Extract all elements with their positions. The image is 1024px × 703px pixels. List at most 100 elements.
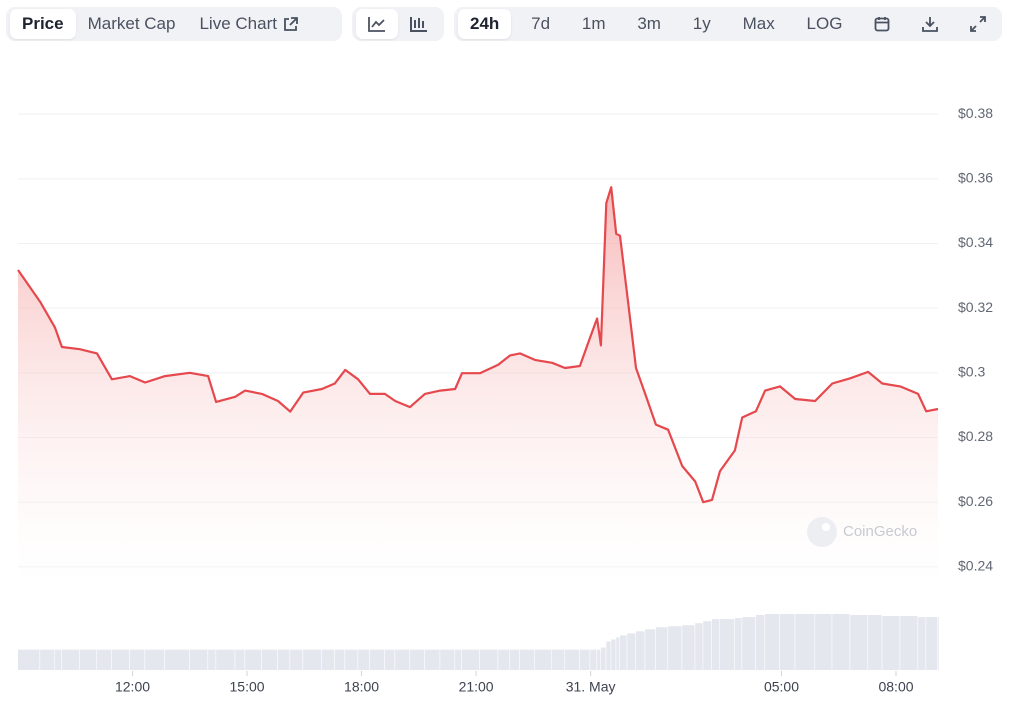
x-tick-label: 15:00 <box>230 679 265 695</box>
volume-bar <box>552 649 565 670</box>
watermark-text: CoinGecko <box>843 523 917 540</box>
volume-bar <box>129 649 145 670</box>
toolbar: Price Market Cap Live Chart 24h 7d 1m 3m… <box>6 7 1002 41</box>
watermark: CoinGecko <box>807 517 917 547</box>
volume-bar <box>334 649 345 670</box>
volume-bar <box>645 629 656 670</box>
volume-bar <box>303 649 322 670</box>
volume-bar <box>938 617 939 670</box>
candle-style-button[interactable] <box>398 9 440 39</box>
volume-bar <box>369 649 385 670</box>
volume-bar <box>832 614 850 670</box>
volume-bar <box>815 614 832 670</box>
volume-bar <box>208 649 216 670</box>
volume-bar <box>597 649 601 670</box>
volume-bar <box>519 649 535 670</box>
range-button[interactable]: 7d <box>531 14 551 33</box>
y-tick-label: $0.32 <box>958 299 993 315</box>
price-area <box>18 187 938 583</box>
volume-bar <box>850 615 868 670</box>
volume-bar <box>900 616 918 670</box>
volume-bar <box>510 649 520 670</box>
view-button[interactable]: Market Cap <box>87 14 176 33</box>
volume-bar <box>742 617 756 670</box>
volume-bar <box>321 649 335 670</box>
volume-bar <box>145 649 165 670</box>
calendar-icon <box>874 17 890 32</box>
volume-bar <box>424 649 440 670</box>
volume-bar <box>455 649 462 670</box>
range-button[interactable]: 3m <box>637 14 661 33</box>
volume-bar <box>682 625 695 670</box>
price-line <box>17 186 939 504</box>
volume-bar <box>636 631 645 670</box>
volume-bar <box>695 623 703 670</box>
fullscreen-icon <box>970 16 986 32</box>
volume-bar <box>79 649 97 670</box>
range-button[interactable]: 1y <box>692 14 711 33</box>
volume-bar <box>720 619 735 670</box>
download-button[interactable] <box>910 9 950 39</box>
volume-bar <box>277 649 290 670</box>
volume-bar <box>97 649 112 670</box>
x-tick-label: 21:00 <box>459 679 494 695</box>
y-tick-label: $0.28 <box>958 428 993 444</box>
volume-bar <box>55 649 62 670</box>
x-tick-label: 05:00 <box>764 679 799 695</box>
x-tick-label: 12:00 <box>115 679 150 695</box>
view-button[interactable]: Live Chart <box>187 9 309 39</box>
x-tick-label: 18:00 <box>344 679 379 695</box>
volume-bar <box>261 649 278 670</box>
volume-bar <box>765 614 780 670</box>
volume-bar <box>384 649 395 670</box>
volume-bar <box>440 649 455 670</box>
volume-bar <box>534 649 552 670</box>
volume-bar <box>655 627 668 670</box>
volume-bar <box>498 649 510 670</box>
y-tick-label: $0.38 <box>958 105 993 121</box>
volume-bar <box>606 641 611 670</box>
volume-bar <box>579 649 590 670</box>
volume-bar <box>734 618 742 670</box>
volume-bar <box>926 617 938 670</box>
view-button[interactable]: Price <box>10 9 76 39</box>
line-style-button[interactable] <box>356 9 398 39</box>
volume-bar <box>245 649 262 670</box>
range-button[interactable]: 1m <box>581 14 606 33</box>
volume-bar <box>616 637 620 670</box>
log-button[interactable]: LOG <box>806 14 843 33</box>
calendar-button[interactable] <box>862 9 902 39</box>
volume-bar <box>600 647 606 670</box>
volume-bar <box>882 616 900 670</box>
volume-bar <box>461 649 480 670</box>
volume-bar <box>795 614 815 670</box>
volume-bar <box>18 649 40 670</box>
volume-bar <box>40 649 55 670</box>
volume-bar <box>868 615 882 670</box>
volume-bar <box>395 649 410 670</box>
external-icon <box>284 16 298 31</box>
volume-bar <box>290 649 303 670</box>
view-label: Live Chart <box>199 14 277 33</box>
y-tick-label: $0.26 <box>958 493 993 509</box>
fullscreen-button[interactable] <box>958 9 998 39</box>
volume-bar <box>345 649 358 670</box>
volume-bar <box>703 621 712 670</box>
range-button[interactable]: 24h <box>458 9 512 39</box>
download-icon <box>922 17 938 32</box>
volume-bar <box>918 617 926 670</box>
volume-bar <box>216 649 235 670</box>
volume-bar <box>189 649 208 670</box>
range-button[interactable]: Max <box>742 14 775 33</box>
volume-bar <box>410 649 425 670</box>
volume-bar <box>61 649 80 670</box>
view-group: Price Market Cap Live Chart <box>6 7 342 41</box>
volume-bar <box>755 615 765 670</box>
volume-bar <box>358 649 370 670</box>
x-tick-label: 08:00 <box>878 679 913 695</box>
y-tick-label: $0.36 <box>958 170 993 186</box>
volume-bar <box>712 619 720 670</box>
y-tick-label: $0.34 <box>958 234 993 250</box>
